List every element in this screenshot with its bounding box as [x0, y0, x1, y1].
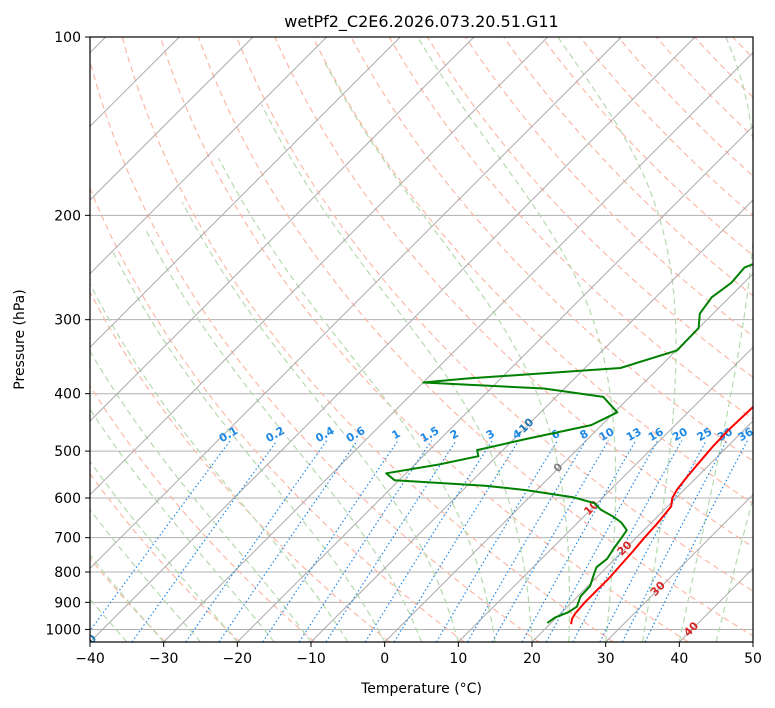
moist-adiabat [260, 104, 533, 642]
dry-adiabat [274, 37, 753, 548]
dry-adiabat [312, 37, 753, 505]
isotherm-line [90, 37, 622, 570]
y-tick-label: 200 [54, 208, 81, 224]
mixing-ratio-line [298, 440, 432, 642]
moist-adiabat [678, 37, 753, 642]
isotherm-line [531, 420, 753, 642]
mixing-ratio-lines [90, 440, 748, 642]
dewpoint-profile-line [385, 263, 753, 624]
pressure-gridlines [90, 37, 753, 630]
y-tick-label: 900 [54, 595, 81, 611]
isotherm-line [90, 37, 549, 496]
moist-adiabat [181, 201, 459, 642]
dry-adiabats [90, 37, 753, 642]
x-tick-label: 0 [380, 651, 389, 667]
dry-adiabat [159, 37, 689, 642]
mixing-ratio-line [185, 440, 328, 642]
mixing-ratio-line [466, 440, 587, 642]
mixing-ratio-line [644, 440, 748, 642]
mixing-ratio-line [521, 440, 637, 642]
mixing-ratio-line [491, 440, 609, 642]
isotherm-line [605, 493, 753, 642]
x-tick-label: 10 [449, 651, 467, 667]
mixing-ratio-line [90, 440, 231, 632]
x-tick-label: 20 [523, 651, 541, 667]
mixing-ratio-line [393, 440, 520, 642]
y-tick-label: 400 [54, 387, 81, 403]
moist-adiabat [144, 227, 423, 642]
y-tick-label: 700 [54, 531, 81, 547]
x-tick-label: −20 [223, 651, 253, 667]
mixing-ratio-line [364, 440, 493, 642]
isotherm-line [90, 37, 475, 422]
dry-adiabat [388, 37, 753, 420]
isotherm-line [90, 37, 254, 201]
dry-adiabat [426, 37, 753, 379]
x-tick-label: −10 [296, 651, 326, 667]
dry-adiabat [90, 290, 390, 642]
y-tick-label: 1000 [45, 622, 81, 638]
x-axis-label: Temperature (°C) [360, 681, 482, 697]
moist-adiabat [112, 251, 386, 642]
plot-layers: -100-90-80-70-60-50-40-30-20-10010203040… [76, 37, 756, 655]
moist-adiabat [416, 37, 617, 642]
x-tick-label: 30 [597, 651, 615, 667]
y-tick-label: 100 [54, 30, 81, 46]
chart-title: wetPf2_C2E6.2026.073.20.51.G11 [284, 12, 558, 32]
x-tick-label: −40 [75, 651, 105, 667]
isotherm-line [310, 199, 753, 642]
mixing-ratio-line [435, 440, 558, 642]
mixing-ratio-line [572, 440, 683, 642]
isotherm-line [90, 37, 328, 275]
dry-adiabat [90, 384, 316, 642]
isotherm-line [457, 346, 753, 642]
dry-adiabat [121, 37, 614, 642]
moist-adiabat [715, 496, 753, 642]
dry-adiabat [236, 37, 753, 592]
moist-adiabat [90, 460, 238, 642]
moist-adiabat [217, 157, 496, 642]
isotherm-line [90, 37, 696, 642]
y-tick-label: 500 [54, 444, 81, 460]
x-tick-label: 40 [670, 651, 688, 667]
dry-adiabat [197, 37, 753, 637]
dry-adiabat [617, 37, 753, 177]
moist-adiabat [90, 408, 275, 642]
plot-frame [89, 36, 754, 643]
plot-area [90, 37, 753, 642]
mixing-ratio-line [262, 440, 399, 642]
mixing-ratio-label: 36 [736, 425, 756, 444]
moist-adiabat [323, 61, 571, 642]
mixing-ratio-line [545, 440, 659, 642]
isotherm-line [236, 125, 753, 642]
moist-adiabat [90, 508, 201, 642]
x-tick-label: −30 [149, 651, 179, 667]
isotherm-line [90, 37, 401, 349]
dry-adiabat [90, 186, 465, 642]
y-axis-label: Pressure (hPa) [12, 289, 28, 389]
isotherm-line [163, 51, 753, 642]
sounding-series [385, 263, 753, 625]
y-tick-label: 600 [54, 491, 81, 507]
moist-adiabat [90, 598, 128, 642]
moist-adiabats [90, 37, 753, 642]
y-tick-label: 300 [54, 313, 81, 329]
axes: −40 −30 −20 −10 0 10 20 30 40 50 100 200 300 400 500 60… [45, 30, 762, 667]
y-tick-label: 800 [54, 565, 81, 581]
mixing-ratio-line [131, 440, 278, 642]
isotherm-label: -40 [76, 632, 99, 655]
x-tick-label: 50 [744, 651, 762, 667]
dry-adiabat [90, 58, 540, 642]
mixing-ratio-line [325, 440, 457, 642]
dry-adiabat [503, 37, 753, 297]
moist-adiabat [90, 282, 349, 642]
temperature-profile-line [570, 405, 753, 625]
